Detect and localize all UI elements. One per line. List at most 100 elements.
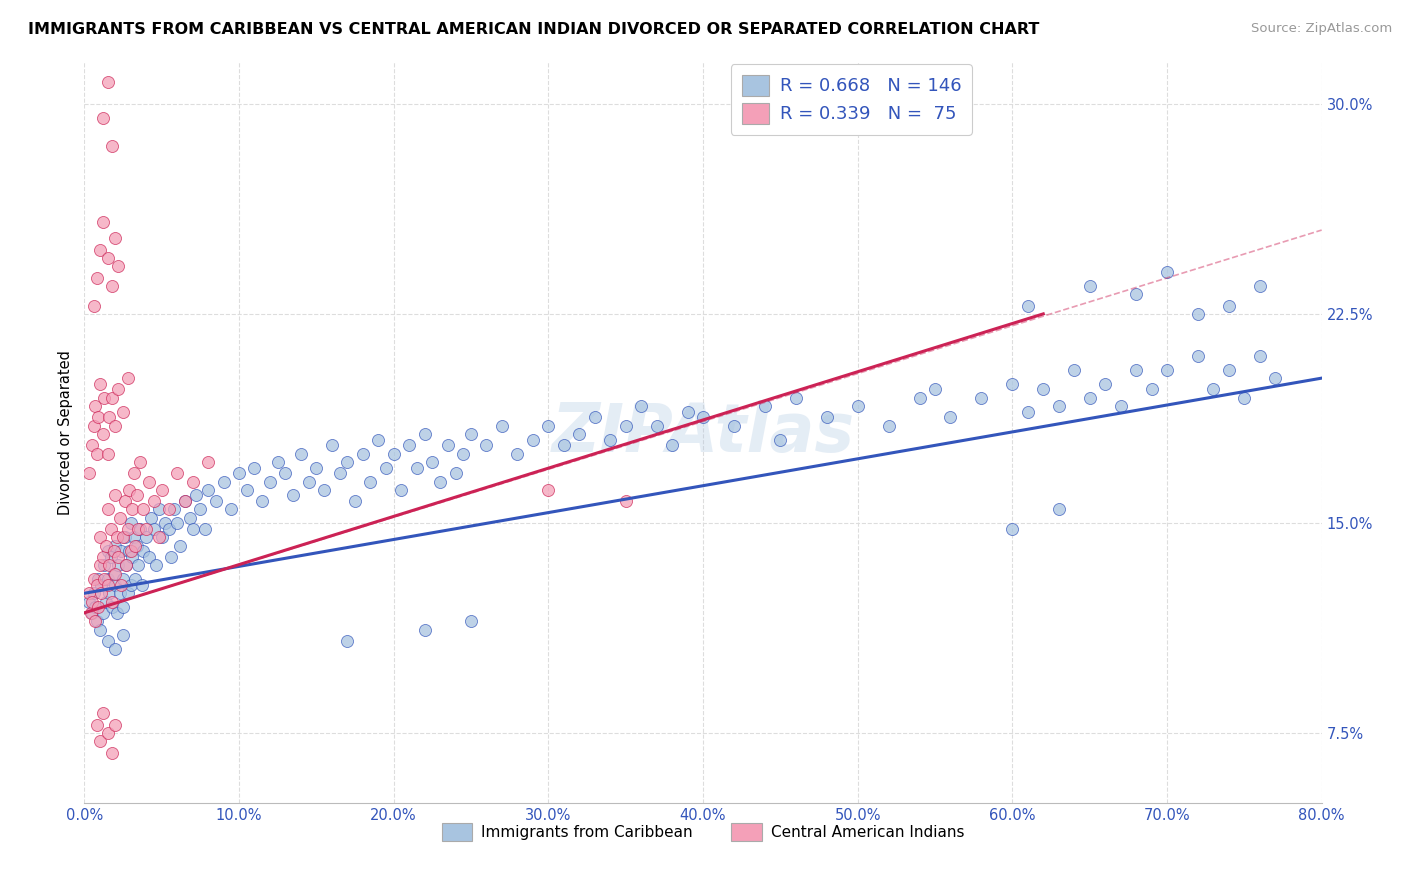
Point — [138, 475, 160, 489]
Point — [101, 279, 124, 293]
Point — [120, 516, 142, 531]
Point — [568, 427, 591, 442]
Text: IMMIGRANTS FROM CARIBBEAN VS CENTRAL AMERICAN INDIAN DIVORCED OR SEPARATED CORRE: IMMIGRANTS FROM CARIBBEAN VS CENTRAL AME… — [28, 22, 1039, 37]
Point — [100, 522, 122, 536]
Point — [970, 391, 993, 405]
Point — [1125, 287, 1147, 301]
Point — [122, 466, 145, 480]
Point — [321, 438, 343, 452]
Point — [188, 502, 211, 516]
Point — [1140, 382, 1163, 396]
Point — [630, 399, 652, 413]
Point — [93, 558, 115, 573]
Point — [1032, 382, 1054, 396]
Point — [135, 522, 157, 536]
Point — [1202, 382, 1225, 396]
Legend: Immigrants from Caribbean, Central American Indians: Immigrants from Caribbean, Central Ameri… — [436, 817, 970, 847]
Point — [692, 410, 714, 425]
Point — [115, 558, 138, 573]
Point — [506, 446, 529, 460]
Point — [107, 549, 129, 564]
Point — [112, 572, 135, 586]
Point — [1063, 363, 1085, 377]
Point — [83, 298, 105, 312]
Point — [89, 734, 111, 748]
Point — [107, 260, 129, 274]
Point — [110, 578, 132, 592]
Point — [117, 586, 139, 600]
Point — [389, 483, 413, 497]
Point — [96, 251, 118, 265]
Point — [219, 502, 242, 516]
Point — [108, 586, 131, 600]
Point — [108, 511, 131, 525]
Point — [96, 726, 118, 740]
Point — [120, 544, 142, 558]
Point — [107, 558, 129, 573]
Point — [138, 549, 160, 564]
Point — [77, 586, 100, 600]
Point — [1249, 279, 1271, 293]
Point — [815, 410, 838, 425]
Point — [453, 446, 475, 460]
Point — [110, 544, 132, 558]
Point — [96, 502, 118, 516]
Point — [444, 466, 467, 480]
Point — [104, 418, 127, 433]
Point — [1047, 399, 1070, 413]
Point — [83, 586, 105, 600]
Point — [91, 112, 114, 126]
Point — [1078, 391, 1101, 405]
Point — [212, 475, 235, 489]
Point — [82, 438, 104, 452]
Point — [87, 410, 110, 425]
Point — [1017, 405, 1039, 419]
Point — [259, 475, 281, 489]
Point — [104, 578, 127, 592]
Point — [127, 522, 149, 536]
Point — [125, 488, 148, 502]
Point — [367, 433, 389, 447]
Point — [1218, 363, 1240, 377]
Point — [645, 418, 668, 433]
Point — [91, 706, 114, 721]
Point — [181, 522, 204, 536]
Point — [86, 717, 108, 731]
Point — [754, 399, 776, 413]
Point — [166, 516, 188, 531]
Point — [1187, 307, 1209, 321]
Point — [83, 418, 105, 433]
Point — [121, 549, 143, 564]
Point — [114, 530, 136, 544]
Point — [174, 494, 197, 508]
Point — [235, 483, 259, 497]
Point — [197, 483, 219, 497]
Point — [89, 623, 111, 637]
Point — [98, 586, 121, 600]
Point — [374, 460, 398, 475]
Point — [91, 606, 114, 620]
Point — [86, 446, 108, 460]
Point — [281, 488, 305, 502]
Point — [96, 75, 118, 89]
Point — [100, 549, 122, 564]
Y-axis label: Divorced or Separated: Divorced or Separated — [58, 351, 73, 515]
Point — [112, 628, 135, 642]
Point — [89, 558, 111, 573]
Point — [96, 633, 118, 648]
Point — [120, 578, 142, 592]
Point — [98, 410, 121, 425]
Point — [104, 231, 127, 245]
Point — [159, 502, 180, 516]
Point — [939, 410, 962, 425]
Point — [169, 539, 191, 553]
Point — [148, 530, 170, 544]
Point — [181, 475, 204, 489]
Point — [122, 530, 145, 544]
Point — [82, 606, 104, 620]
Point — [104, 566, 127, 581]
Text: ZIPAtlas: ZIPAtlas — [551, 400, 855, 466]
Point — [131, 578, 153, 592]
Point — [84, 399, 107, 413]
Point — [117, 371, 139, 385]
